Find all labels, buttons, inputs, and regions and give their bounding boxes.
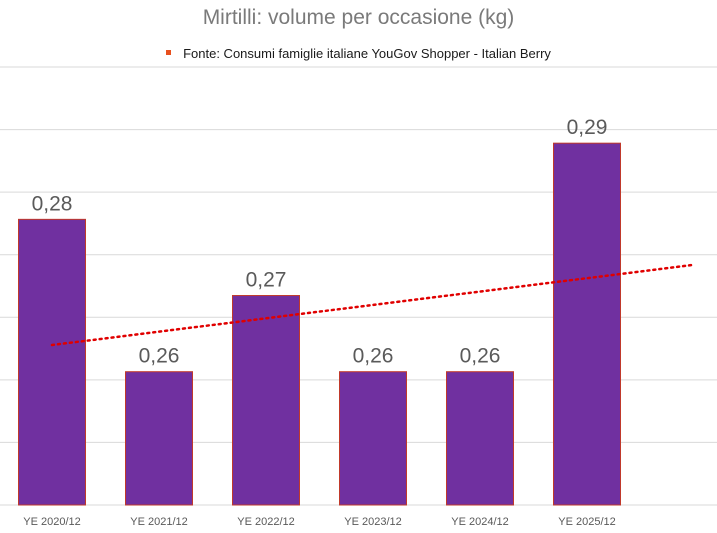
bar xyxy=(553,142,621,506)
x-tick-label: YE 2020/12 xyxy=(23,516,81,528)
x-tick-label: YE 2021/12 xyxy=(130,516,188,528)
chart-title: Mirtilli: volume per occasione (kg) xyxy=(202,6,515,29)
data-label: 0,27 xyxy=(246,269,287,292)
data-label: 0,26 xyxy=(353,345,394,368)
data-label: 0,29 xyxy=(567,116,608,139)
bar xyxy=(339,371,407,506)
data-label: 0,26 xyxy=(460,345,501,368)
x-tick-label: YE 2024/12 xyxy=(451,516,509,528)
data-label: 0,26 xyxy=(139,345,180,368)
legend-label: Fonte: Consumi famiglie italiane YouGov … xyxy=(183,46,551,61)
trendline xyxy=(50,263,694,347)
x-axis-ticks: YE 2020/12 YE 2021/12 YE 2022/12 YE 2023/12… xyxy=(23,516,616,528)
x-tick-label: YE 2023/12 xyxy=(344,516,402,528)
legend: Fonte: Consumi famiglie italiane YouGov … xyxy=(0,46,717,61)
x-tick-label: YE 2025/12 xyxy=(558,516,616,528)
bars xyxy=(18,142,621,506)
legend-marker-icon xyxy=(166,50,172,56)
data-labels: 0,28 0,26 0,27 0,26 0,26 0,29 xyxy=(32,116,608,368)
bar xyxy=(232,295,300,506)
x-tick-label: YE 2022/12 xyxy=(237,516,295,528)
bar xyxy=(18,218,86,506)
bar xyxy=(446,371,514,506)
data-label: 0,28 xyxy=(32,192,73,215)
bar xyxy=(125,371,193,506)
trendline-group xyxy=(50,263,694,347)
